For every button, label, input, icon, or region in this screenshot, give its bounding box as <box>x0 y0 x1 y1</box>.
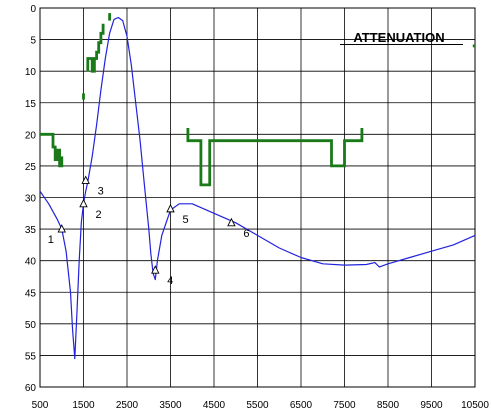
marker-label: 6 <box>243 228 249 240</box>
mask-segment <box>86 23 105 73</box>
x-tick-label: 9500 <box>420 400 443 411</box>
y-tick-label: 50 <box>25 320 37 331</box>
y-tick-label: 45 <box>25 288 37 299</box>
chart-title: ATTENUATION <box>353 30 444 45</box>
marker-label: 2 <box>96 209 102 221</box>
y-tick-label: 40 <box>25 257 37 268</box>
x-tick-label: 6500 <box>290 400 313 411</box>
x-tick-label: 4500 <box>203 400 226 411</box>
marker-label: 4 <box>167 275 173 287</box>
y-tick-label: 15 <box>25 99 37 110</box>
mask-segment <box>186 128 364 187</box>
y-tick-label: 20 <box>25 130 37 141</box>
marker-triangle <box>79 198 88 208</box>
x-tick-label: 5500 <box>246 400 269 411</box>
marker-label: 1 <box>48 234 54 246</box>
marker-triangle <box>57 224 66 233</box>
y-tick-label: 0 <box>30 4 36 15</box>
x-tick-label: 500 <box>32 400 49 411</box>
y-tick-label: 30 <box>25 194 37 205</box>
x-tick-label: 8500 <box>377 400 400 411</box>
marker-triangle <box>81 175 90 184</box>
grid <box>39 7 476 388</box>
marker-triangle <box>227 217 236 227</box>
attenuation-curve <box>39 16 476 360</box>
y-tick-label: 35 <box>25 225 37 236</box>
marker-label: 5 <box>183 214 189 226</box>
mask-segment <box>40 132 64 168</box>
markers: 1 2 3 4 5 6 <box>48 175 250 287</box>
marker-triangle <box>151 265 160 274</box>
y-tick-label: 55 <box>25 351 37 362</box>
y-tick-label: 5 <box>30 36 36 47</box>
curve-series <box>39 16 476 360</box>
y-tick-label: 60 <box>25 383 37 394</box>
title-group: ATTENUATION <box>340 30 463 45</box>
y-tick-label: 25 <box>25 162 37 173</box>
marker-label: 3 <box>98 185 104 197</box>
x-tick-label: 2500 <box>116 400 139 411</box>
x-tick-label: 7500 <box>333 400 356 411</box>
tick-labels: 500 1500 2500 3500 4500 5500 6500 7500 8500 9500 1… <box>25 4 489 411</box>
marker-triangle <box>166 203 175 213</box>
y-tick-label: 10 <box>25 67 37 78</box>
x-tick-label: 3500 <box>159 400 182 411</box>
x-tick-label: 10500 <box>461 400 489 411</box>
mask-series <box>40 13 475 187</box>
x-tick-label: 1500 <box>72 400 95 411</box>
